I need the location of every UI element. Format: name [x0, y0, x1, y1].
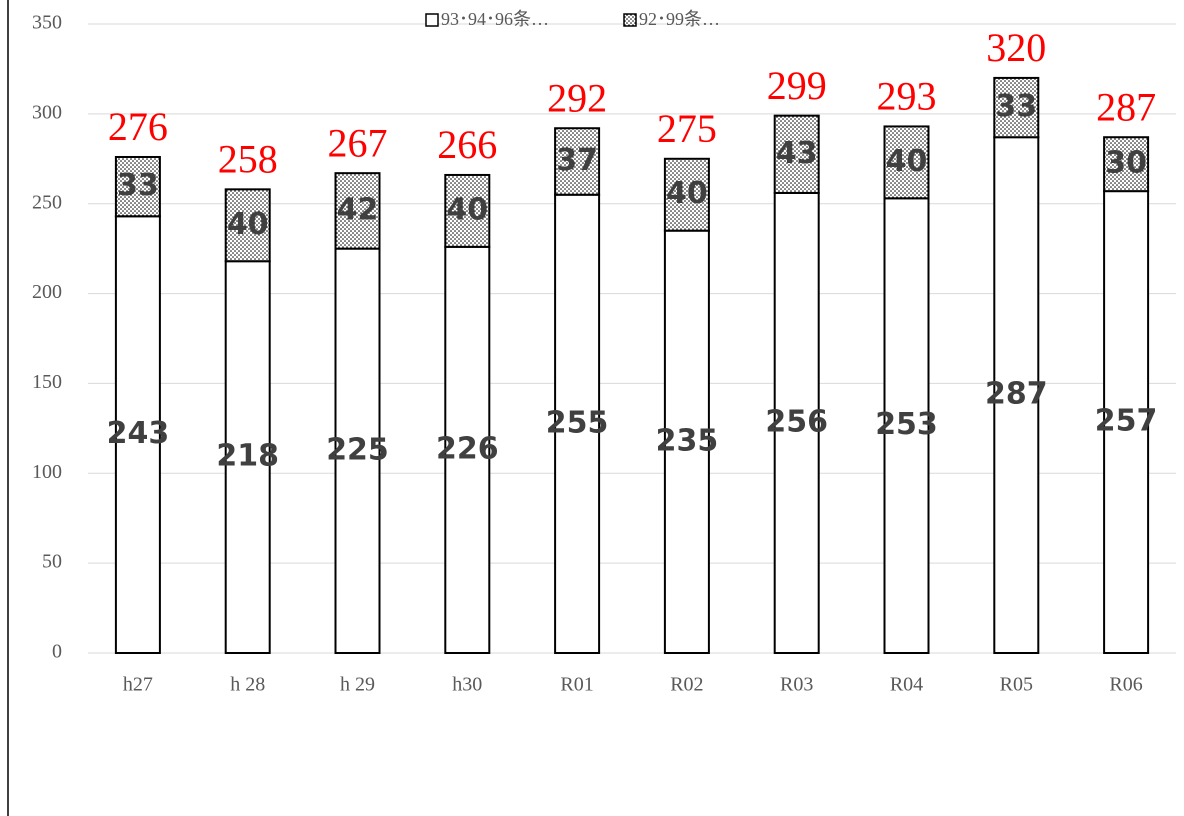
- segment-label: 37: [556, 143, 598, 178]
- legend-label: 93･94･96条…: [441, 9, 549, 29]
- y-tick-label: 300: [32, 101, 62, 123]
- y-tick-label: 50: [42, 551, 62, 573]
- segment-label: 30: [1105, 146, 1147, 181]
- legend-swatch: [425, 13, 439, 27]
- segment-label: 33: [117, 168, 159, 203]
- segment-label: 40: [227, 207, 269, 242]
- legend-swatch: [623, 13, 637, 27]
- bar-segment: [993, 136, 1040, 655]
- segment-label: 287: [985, 377, 1048, 412]
- total-label: 293: [877, 74, 937, 119]
- segment-label: 226: [436, 431, 499, 466]
- total-label: 292: [547, 75, 607, 120]
- x-tick-label: R04: [890, 674, 923, 696]
- y-tick-label: 200: [32, 281, 62, 303]
- segment-label: 235: [656, 423, 719, 458]
- segment-label: 218: [216, 439, 279, 474]
- bar-segment: [773, 114, 820, 194]
- x-tick-label: R02: [670, 674, 703, 696]
- y-tick-label: 250: [32, 191, 62, 213]
- segment-label: 33: [995, 89, 1037, 124]
- segment-label: 255: [546, 405, 609, 440]
- x-tick-label: h27: [123, 674, 153, 696]
- total-label: 267: [328, 120, 388, 165]
- segment-label: 40: [886, 144, 928, 179]
- bar-segment: [993, 76, 1040, 139]
- total-label: 276: [108, 104, 168, 149]
- y-tick-label: 150: [32, 371, 62, 393]
- total-label: 275: [657, 106, 717, 151]
- bar-segment: [663, 157, 710, 232]
- segment-label: 257: [1095, 404, 1158, 439]
- x-tick-label: h 28: [230, 674, 265, 696]
- x-tick-label: h30: [452, 674, 482, 696]
- bar-segment: [224, 188, 271, 263]
- bar-segment: [883, 197, 930, 655]
- y-tick-label: 350: [32, 12, 62, 34]
- segment-label: 40: [446, 192, 488, 227]
- x-tick-label: h 29: [340, 674, 375, 696]
- y-tick-label: 0: [52, 641, 62, 663]
- segment-label: 256: [765, 404, 828, 439]
- segment-label: 42: [337, 192, 379, 227]
- x-tick-label: R05: [1000, 674, 1033, 696]
- y-tick-label: 100: [32, 461, 62, 483]
- bar-segment: [1103, 136, 1150, 193]
- bar-segment: [444, 173, 491, 248]
- bar-segment: [1103, 190, 1150, 655]
- bar-segment: [554, 193, 601, 654]
- total-label: 287: [1096, 84, 1156, 129]
- x-tick-label: R06: [1109, 674, 1142, 696]
- segment-label: 243: [107, 416, 170, 451]
- segment-label: 43: [776, 136, 818, 171]
- bar-segment: [114, 155, 161, 218]
- x-tick-label: R03: [780, 674, 813, 696]
- total-label: 258: [218, 137, 278, 182]
- segment-label: 40: [666, 176, 708, 211]
- bar-segment: [334, 172, 381, 250]
- total-label: 320: [986, 25, 1046, 70]
- x-tick-label: R01: [560, 674, 593, 696]
- legend-label: 92･99条…: [639, 9, 720, 29]
- bar-segment: [554, 127, 601, 196]
- total-label: 299: [767, 63, 827, 108]
- total-label: 266: [437, 122, 497, 167]
- segment-label: 253: [875, 407, 938, 442]
- segment-label: 225: [326, 432, 389, 467]
- bar-segment: [883, 125, 930, 200]
